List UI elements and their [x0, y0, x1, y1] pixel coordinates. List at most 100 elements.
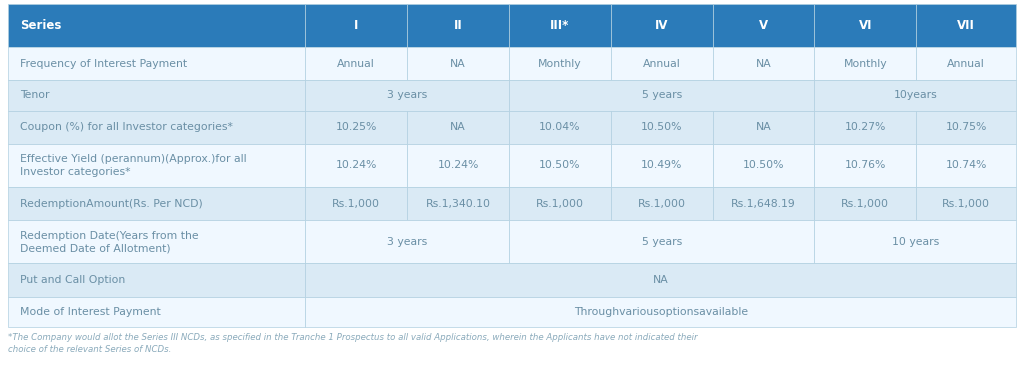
Text: 10.50%: 10.50% — [539, 161, 581, 171]
Text: 10.24%: 10.24% — [336, 161, 377, 171]
Text: Monthly: Monthly — [844, 59, 887, 68]
Bar — [509, 111, 610, 144]
Text: Coupon (%) for all Investor categories*: Coupon (%) for all Investor categories* — [20, 122, 232, 132]
Bar — [305, 4, 408, 47]
Bar — [814, 221, 1016, 263]
Text: Rs.1,340.10: Rs.1,340.10 — [426, 199, 490, 209]
Text: Redemption Date(Years from the
Deemed Date of Allotment): Redemption Date(Years from the Deemed Da… — [20, 231, 199, 253]
Text: 10 years: 10 years — [892, 237, 939, 247]
Text: Annual: Annual — [643, 59, 681, 68]
Text: Tenor: Tenor — [20, 91, 49, 101]
Text: Throughvariousoptionsavailable: Throughvariousoptionsavailable — [573, 307, 748, 317]
Text: 10.04%: 10.04% — [539, 122, 581, 132]
Text: V: V — [759, 19, 768, 32]
Bar — [305, 80, 509, 111]
Text: 5 years: 5 years — [642, 237, 682, 247]
Text: NA: NA — [653, 275, 669, 285]
Text: NA: NA — [451, 122, 466, 132]
Text: 10.76%: 10.76% — [845, 161, 886, 171]
Text: Series: Series — [20, 19, 61, 32]
Text: I: I — [354, 19, 358, 32]
Bar — [408, 111, 509, 144]
Text: 3 years: 3 years — [387, 91, 427, 101]
Text: *The Company would allot the Series III NCDs, as specified in the Tranche 1 Pros: *The Company would allot the Series III … — [8, 333, 697, 354]
Bar — [305, 297, 1016, 327]
Bar — [305, 144, 408, 187]
Bar — [408, 144, 509, 187]
Text: Rs.1,000: Rs.1,000 — [842, 199, 889, 209]
Text: 3 years: 3 years — [387, 237, 427, 247]
Text: NA: NA — [756, 122, 771, 132]
Bar — [408, 4, 509, 47]
Bar — [8, 80, 305, 111]
Bar — [814, 187, 916, 221]
Text: II: II — [454, 19, 463, 32]
Bar — [814, 144, 916, 187]
Bar — [509, 144, 610, 187]
Bar — [814, 111, 916, 144]
Text: VI: VI — [858, 19, 872, 32]
Bar — [305, 111, 408, 144]
Bar — [610, 4, 713, 47]
Text: NA: NA — [451, 59, 466, 68]
Text: Monthly: Monthly — [538, 59, 582, 68]
Bar — [814, 80, 1016, 111]
Bar — [509, 221, 814, 263]
Bar — [408, 187, 509, 221]
Text: Annual: Annual — [947, 59, 985, 68]
Text: Rs.1,000: Rs.1,000 — [536, 199, 584, 209]
Bar — [610, 144, 713, 187]
Text: 10.50%: 10.50% — [742, 161, 784, 171]
Bar — [916, 4, 1016, 47]
Text: RedemptionAmount(Rs. Per NCD): RedemptionAmount(Rs. Per NCD) — [20, 199, 203, 209]
Bar — [713, 187, 814, 221]
Bar — [713, 47, 814, 80]
Text: 10.50%: 10.50% — [641, 122, 682, 132]
Bar — [916, 144, 1016, 187]
Bar — [509, 47, 610, 80]
Bar — [8, 47, 305, 80]
Text: NA: NA — [756, 59, 771, 68]
Bar — [509, 4, 610, 47]
Text: Mode of Interest Payment: Mode of Interest Payment — [20, 307, 161, 317]
Bar — [713, 4, 814, 47]
Bar — [8, 187, 305, 221]
Text: 10.25%: 10.25% — [336, 122, 377, 132]
Bar — [8, 4, 305, 47]
Bar — [305, 221, 509, 263]
Text: Rs.1,000: Rs.1,000 — [942, 199, 990, 209]
Bar — [8, 144, 305, 187]
Text: 10years: 10years — [893, 91, 937, 101]
Text: Frequency of Interest Payment: Frequency of Interest Payment — [20, 59, 187, 68]
Bar — [713, 144, 814, 187]
Bar — [916, 187, 1016, 221]
Bar — [610, 111, 713, 144]
Bar — [610, 47, 713, 80]
Text: 10.75%: 10.75% — [945, 122, 987, 132]
Text: 10.74%: 10.74% — [945, 161, 987, 171]
Text: Rs.1,648.19: Rs.1,648.19 — [731, 199, 796, 209]
Text: 10.49%: 10.49% — [641, 161, 682, 171]
Bar — [509, 187, 610, 221]
Text: Rs.1,000: Rs.1,000 — [332, 199, 380, 209]
Text: VII: VII — [957, 19, 975, 32]
Bar — [610, 187, 713, 221]
Bar — [8, 297, 305, 327]
Bar — [408, 47, 509, 80]
Text: 5 years: 5 years — [642, 91, 682, 101]
Bar — [916, 111, 1016, 144]
Bar — [305, 263, 1016, 297]
Bar — [814, 47, 916, 80]
Text: 10.24%: 10.24% — [437, 161, 479, 171]
Bar — [8, 111, 305, 144]
Bar — [305, 47, 408, 80]
Text: IV: IV — [655, 19, 669, 32]
Bar — [814, 4, 916, 47]
Text: III*: III* — [550, 19, 569, 32]
Text: Effective Yield (perannum)(Approx.)for all
Investor categories*: Effective Yield (perannum)(Approx.)for a… — [20, 154, 247, 177]
Text: Put and Call Option: Put and Call Option — [20, 275, 125, 285]
Bar — [8, 221, 305, 263]
Text: Annual: Annual — [337, 59, 375, 68]
Bar — [713, 111, 814, 144]
Bar — [509, 80, 814, 111]
